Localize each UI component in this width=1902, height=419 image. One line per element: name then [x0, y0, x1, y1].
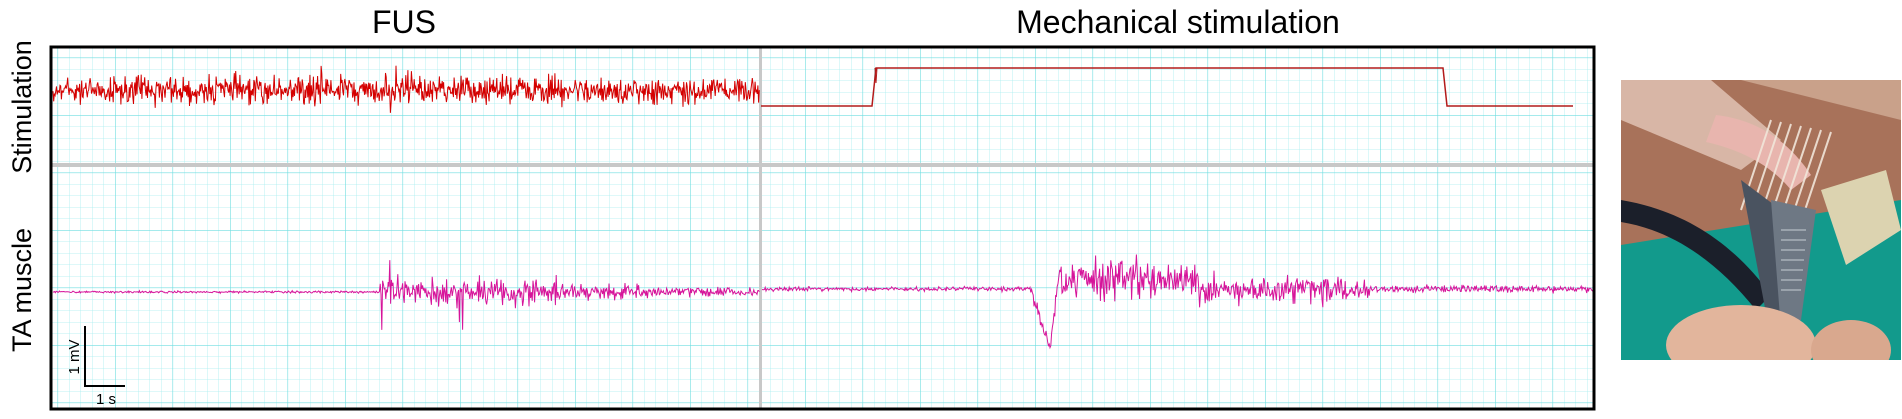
plot-frame	[49, 45, 1596, 411]
trace-mechanical-ta-muscle	[762, 254, 1594, 350]
trace-mechanical-stimulation-line	[761, 67, 1573, 107]
trace-fus-ta-muscle-line	[52, 260, 760, 330]
trace-mechanical-ta-muscle-line	[762, 254, 1594, 350]
row-separator	[51, 163, 1594, 167]
scale-bar: 1 mV 1 s	[66, 326, 125, 408]
plot-area-grid	[51, 47, 1594, 409]
scale-bar-y-label: 1 mV	[66, 339, 83, 374]
scale-bar-x-label: 1 s	[96, 391, 116, 408]
ylabel-stimulation: Stimulation	[7, 40, 37, 174]
trace-fus-stimulation	[52, 65, 760, 113]
panel-title-mechanical: Mechanical stimulation	[1016, 4, 1340, 40]
scale-bar-lines	[84, 326, 125, 387]
trace-fus-stimulation-line	[52, 65, 760, 113]
panel-title-fus: FUS	[372, 4, 436, 40]
trace-fus-ta-muscle	[52, 260, 760, 330]
trace-mechanical-stimulation-spike	[874, 67, 878, 84]
panel-separator	[759, 47, 762, 409]
ylabel-ta-muscle: TA muscle	[7, 228, 37, 352]
photo-mouse-hindpaw-forceps-icon	[1621, 80, 1901, 360]
trace-mechanical-stimulation	[761, 67, 1573, 107]
